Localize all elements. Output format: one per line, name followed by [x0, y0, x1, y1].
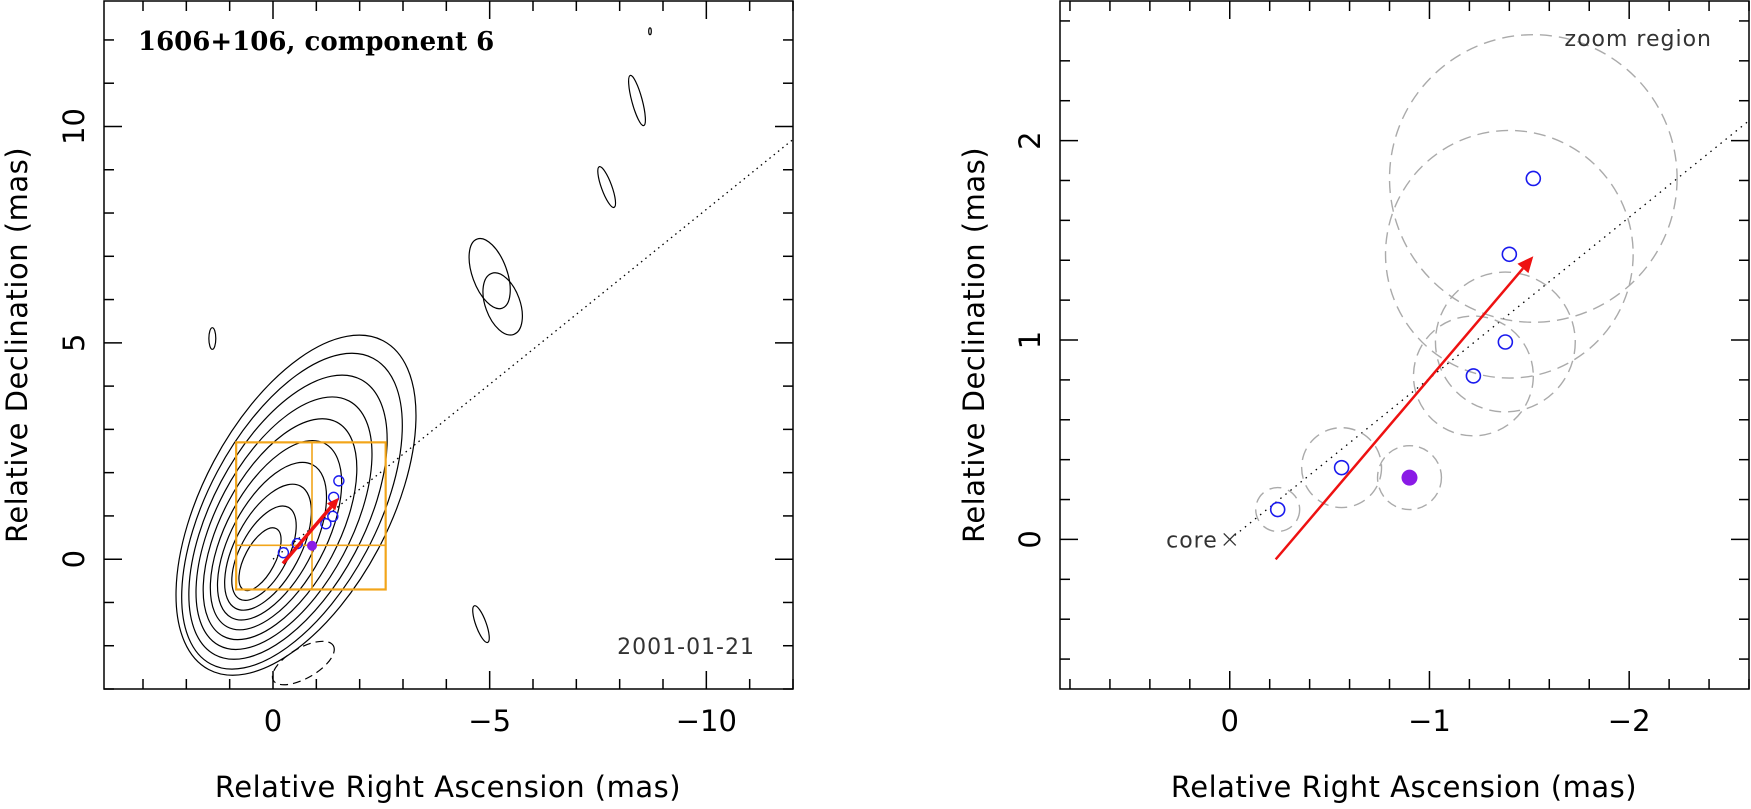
left-x-tick-label: 0 — [264, 704, 282, 738]
zoom-region-label: zoom region — [1565, 27, 1712, 52]
right-frame — [1059, 0, 1750, 690]
right-ticks: 0 −1 −2 0 1 2 — [1013, 1, 1750, 738]
component-marker — [320, 518, 332, 530]
current-component-marker — [1401, 469, 1418, 486]
left-y-tick-label: 0 — [57, 550, 91, 568]
left-title: 1606+106, component 6 — [138, 27, 494, 57]
right-x-tick-label: 0 — [1221, 704, 1239, 738]
jet-axis-line — [272, 138, 793, 560]
left-x-axis-title: Relative Right Ascension (mas) — [215, 770, 681, 804]
right-y-tick-label: 0 — [1013, 530, 1047, 548]
left-plot-area — [175, 27, 793, 686]
left-x-tick-label: −5 — [468, 704, 511, 738]
component-marker — [1333, 459, 1350, 476]
epoch-label: 2001-01-21 — [617, 635, 755, 660]
contour-line — [224, 483, 312, 611]
component-marker — [1465, 368, 1482, 384]
right-velocity-arrow-shaft — [1274, 267, 1524, 561]
uncertainty-circle — [1384, 129, 1634, 379]
core-label: core — [1166, 528, 1218, 553]
left-x-tick-label: −10 — [676, 704, 737, 738]
right-y-axis-title: Relative Declination (mas) — [957, 147, 991, 543]
contour-line — [181, 352, 403, 670]
left-frame — [103, 0, 794, 690]
contour-line — [209, 439, 343, 631]
uncertainty-circle — [1412, 315, 1535, 437]
component-marker — [1525, 170, 1542, 187]
contour-line — [188, 374, 388, 660]
right-y-tick-label: 2 — [1013, 131, 1047, 149]
contour-line — [175, 334, 417, 676]
uncertainty-circle — [1255, 486, 1301, 533]
right-plot-area: core — [1166, 33, 1749, 561]
right-x-axis-title: Relative Right Ascension (mas) — [1171, 770, 1637, 804]
left-y-tick-label: 5 — [57, 334, 91, 352]
left-ticks: 0 −5 −10 0 5 10 — [57, 1, 794, 738]
contour-island — [597, 166, 617, 209]
right-panel: core 0 −1 −2 0 1 2 zoom region Relative Right… — [957, 0, 1750, 804]
right-velocity-arrow-head — [1517, 256, 1534, 274]
right-x-tick-label: −2 — [1608, 704, 1651, 738]
zoom-box — [235, 441, 387, 591]
uncertainty-circle — [1300, 427, 1383, 509]
current-component-marker — [307, 540, 317, 551]
component-marker — [327, 510, 339, 523]
uncertainty-circle — [1388, 33, 1678, 323]
jet-axis-line — [1229, 120, 1749, 540]
core-marker — [1223, 532, 1237, 546]
contour-island — [468, 237, 511, 310]
left-velocity-arrow-shaft — [281, 505, 333, 565]
contour-line — [231, 505, 297, 601]
left-y-tick-label: 10 — [57, 108, 91, 145]
contour-island — [482, 272, 523, 336]
contour-island — [628, 74, 646, 127]
component-marker — [1501, 246, 1518, 263]
negative-contour — [271, 640, 335, 686]
left-panel: 0 −5 −10 0 5 10 1606+106, component 6 2001-01… — [0, 0, 794, 804]
component-marker — [277, 546, 290, 559]
left-velocity-arrow-head — [326, 497, 339, 511]
contour-line — [195, 396, 373, 651]
contour-island — [208, 327, 217, 350]
right-y-tick-label: 1 — [1013, 331, 1047, 349]
right-x-tick-label: −1 — [1408, 704, 1451, 738]
contour-line — [216, 461, 328, 621]
uncertainty-circle — [1434, 271, 1576, 413]
left-y-axis-title: Relative Declination (mas) — [0, 147, 34, 543]
current-uncertainty-circle — [1376, 444, 1443, 511]
component-marker — [1269, 501, 1286, 518]
contour-line — [202, 418, 358, 641]
component-marker — [333, 475, 345, 487]
contour-island — [472, 605, 490, 644]
contour-island — [648, 27, 652, 36]
component-marker — [1497, 334, 1514, 350]
